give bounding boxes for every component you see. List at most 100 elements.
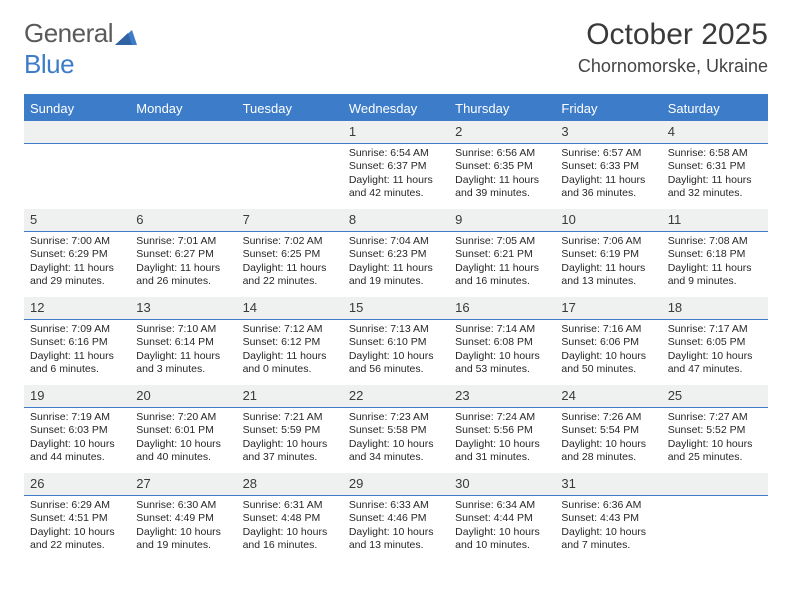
calendar-cell: 31Sunrise: 6:36 AMSunset: 4:43 PMDayligh…	[555, 473, 661, 561]
location-subtitle: Chornomorske, Ukraine	[578, 56, 768, 77]
cell-line: Sunset: 6:16 PM	[30, 336, 124, 349]
calendar-cell: 28Sunrise: 6:31 AMSunset: 4:48 PMDayligh…	[237, 473, 343, 561]
cell-body: Sunrise: 6:33 AMSunset: 4:46 PMDaylight:…	[343, 496, 449, 559]
cell-line: Sunset: 6:18 PM	[668, 248, 762, 261]
cell-line: Sunrise: 7:14 AM	[455, 323, 549, 336]
cell-body: Sunrise: 7:20 AMSunset: 6:01 PMDaylight:…	[130, 408, 236, 471]
cell-line: Daylight: 10 hours	[455, 438, 549, 451]
cell-line: Sunset: 5:58 PM	[349, 424, 443, 437]
cell-line: and 39 minutes.	[455, 187, 549, 200]
dow-row: Sunday Monday Tuesday Wednesday Thursday…	[24, 96, 768, 121]
cell-body: Sunrise: 7:23 AMSunset: 5:58 PMDaylight:…	[343, 408, 449, 471]
cell-line: Daylight: 10 hours	[243, 526, 337, 539]
cell-line: Daylight: 10 hours	[136, 526, 230, 539]
cell-line: Daylight: 11 hours	[668, 174, 762, 187]
calendar-grid: 1Sunrise: 6:54 AMSunset: 6:37 PMDaylight…	[24, 121, 768, 561]
cell-date: 26	[24, 473, 130, 496]
cell-date: 1	[343, 121, 449, 144]
calendar-cell: 4Sunrise: 6:58 AMSunset: 6:31 PMDaylight…	[662, 121, 768, 209]
cell-line: Sunset: 4:46 PM	[349, 512, 443, 525]
cell-body: Sunrise: 7:01 AMSunset: 6:27 PMDaylight:…	[130, 232, 236, 295]
calendar-cell: 15Sunrise: 7:13 AMSunset: 6:10 PMDayligh…	[343, 297, 449, 385]
cell-date: 20	[130, 385, 236, 408]
cell-line: Sunset: 6:31 PM	[668, 160, 762, 173]
cell-line: and 9 minutes.	[668, 275, 762, 288]
cell-line: Sunrise: 7:27 AM	[668, 411, 762, 424]
cell-line: and 36 minutes.	[561, 187, 655, 200]
cell-line: and 29 minutes.	[30, 275, 124, 288]
cell-body: Sunrise: 7:06 AMSunset: 6:19 PMDaylight:…	[555, 232, 661, 295]
calendar-cell: 11Sunrise: 7:08 AMSunset: 6:18 PMDayligh…	[662, 209, 768, 297]
cell-line: and 19 minutes.	[136, 539, 230, 552]
cell-body: Sunrise: 7:16 AMSunset: 6:06 PMDaylight:…	[555, 320, 661, 383]
cell-date: 30	[449, 473, 555, 496]
cell-line: Sunrise: 6:29 AM	[30, 499, 124, 512]
title-block: October 2025 Chornomorske, Ukraine	[578, 18, 768, 77]
cell-line: Sunrise: 7:00 AM	[30, 235, 124, 248]
cell-line: Sunrise: 7:02 AM	[243, 235, 337, 248]
cell-line: and 32 minutes.	[668, 187, 762, 200]
cell-line: and 3 minutes.	[136, 363, 230, 376]
cell-line: and 47 minutes.	[668, 363, 762, 376]
cell-line: and 0 minutes.	[243, 363, 337, 376]
cell-date: 21	[237, 385, 343, 408]
cell-line: Sunrise: 7:08 AM	[668, 235, 762, 248]
logo: GeneralBlue	[24, 18, 137, 80]
cell-body: Sunrise: 7:27 AMSunset: 5:52 PMDaylight:…	[662, 408, 768, 471]
cell-body: Sunrise: 6:58 AMSunset: 6:31 PMDaylight:…	[662, 144, 768, 207]
cell-line: Sunset: 6:06 PM	[561, 336, 655, 349]
calendar-cell: 30Sunrise: 6:34 AMSunset: 4:44 PMDayligh…	[449, 473, 555, 561]
cell-body: Sunrise: 7:19 AMSunset: 6:03 PMDaylight:…	[24, 408, 130, 471]
cell-line: and 53 minutes.	[455, 363, 549, 376]
cell-date	[130, 121, 236, 144]
cell-line: Daylight: 10 hours	[349, 350, 443, 363]
logo-text: GeneralBlue	[24, 18, 137, 80]
cell-line: Daylight: 11 hours	[561, 174, 655, 187]
cell-body	[130, 144, 236, 153]
cell-line: and 37 minutes.	[243, 451, 337, 464]
cell-line: Daylight: 10 hours	[349, 526, 443, 539]
calendar-cell: 25Sunrise: 7:27 AMSunset: 5:52 PMDayligh…	[662, 385, 768, 473]
cell-line: Sunrise: 7:17 AM	[668, 323, 762, 336]
cell-date: 15	[343, 297, 449, 320]
cell-date: 16	[449, 297, 555, 320]
dow-friday: Friday	[555, 96, 661, 121]
cell-line: and 40 minutes.	[136, 451, 230, 464]
cell-date: 31	[555, 473, 661, 496]
cell-line: Daylight: 10 hours	[30, 526, 124, 539]
cell-line: Sunrise: 6:34 AM	[455, 499, 549, 512]
calendar-cell: 3Sunrise: 6:57 AMSunset: 6:33 PMDaylight…	[555, 121, 661, 209]
cell-line: Sunset: 6:01 PM	[136, 424, 230, 437]
month-title: October 2025	[578, 18, 768, 52]
cell-line: Daylight: 10 hours	[561, 526, 655, 539]
cell-body: Sunrise: 7:05 AMSunset: 6:21 PMDaylight:…	[449, 232, 555, 295]
calendar-cell: 6Sunrise: 7:01 AMSunset: 6:27 PMDaylight…	[130, 209, 236, 297]
page-header: GeneralBlue October 2025 Chornomorske, U…	[24, 18, 768, 80]
cell-line: Daylight: 10 hours	[668, 438, 762, 451]
cell-date: 17	[555, 297, 661, 320]
calendar-cell: 10Sunrise: 7:06 AMSunset: 6:19 PMDayligh…	[555, 209, 661, 297]
calendar-cell	[237, 121, 343, 209]
cell-line: Sunrise: 6:54 AM	[349, 147, 443, 160]
cell-date: 24	[555, 385, 661, 408]
cell-body: Sunrise: 7:14 AMSunset: 6:08 PMDaylight:…	[449, 320, 555, 383]
cell-date: 5	[24, 209, 130, 232]
calendar-cell: 12Sunrise: 7:09 AMSunset: 6:16 PMDayligh…	[24, 297, 130, 385]
cell-line: Sunrise: 7:04 AM	[349, 235, 443, 248]
cell-line: Daylight: 11 hours	[136, 350, 230, 363]
dow-sunday: Sunday	[24, 96, 130, 121]
cell-line: and 6 minutes.	[30, 363, 124, 376]
dow-tuesday: Tuesday	[237, 96, 343, 121]
cell-line: Sunrise: 7:24 AM	[455, 411, 549, 424]
cell-line: and 50 minutes.	[561, 363, 655, 376]
cell-body: Sunrise: 7:13 AMSunset: 6:10 PMDaylight:…	[343, 320, 449, 383]
calendar-cell: 27Sunrise: 6:30 AMSunset: 4:49 PMDayligh…	[130, 473, 236, 561]
calendar-cell: 20Sunrise: 7:20 AMSunset: 6:01 PMDayligh…	[130, 385, 236, 473]
calendar: Sunday Monday Tuesday Wednesday Thursday…	[24, 94, 768, 561]
cell-body: Sunrise: 7:00 AMSunset: 6:29 PMDaylight:…	[24, 232, 130, 295]
cell-body: Sunrise: 7:24 AMSunset: 5:56 PMDaylight:…	[449, 408, 555, 471]
cell-line: and 56 minutes.	[349, 363, 443, 376]
cell-line: Sunrise: 7:20 AM	[136, 411, 230, 424]
cell-date: 8	[343, 209, 449, 232]
cell-line: Daylight: 11 hours	[349, 174, 443, 187]
